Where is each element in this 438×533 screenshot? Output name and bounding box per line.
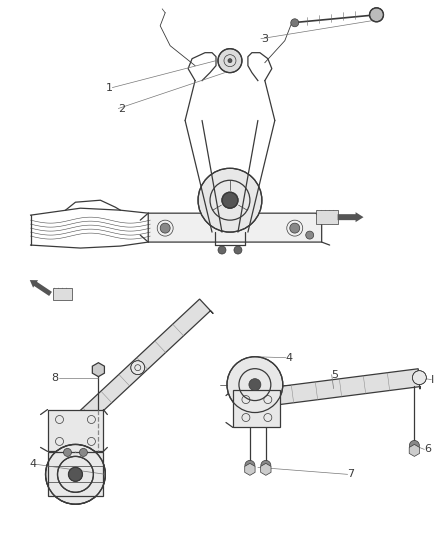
Polygon shape bbox=[48, 409, 103, 451]
Text: I: I bbox=[431, 375, 434, 385]
Circle shape bbox=[218, 49, 242, 72]
Circle shape bbox=[68, 467, 82, 481]
Text: 2: 2 bbox=[118, 103, 125, 114]
Circle shape bbox=[46, 445, 106, 504]
Polygon shape bbox=[261, 463, 271, 475]
Text: 5: 5 bbox=[332, 370, 339, 379]
Circle shape bbox=[198, 168, 262, 232]
Polygon shape bbox=[409, 445, 420, 456]
FancyArrow shape bbox=[30, 280, 52, 296]
Circle shape bbox=[227, 357, 283, 413]
Circle shape bbox=[218, 246, 226, 254]
Polygon shape bbox=[233, 390, 280, 427]
Circle shape bbox=[234, 246, 242, 254]
Text: 1: 1 bbox=[106, 83, 112, 93]
Bar bbox=[53, 288, 72, 300]
Bar bbox=[316, 210, 338, 224]
Text: 7: 7 bbox=[348, 470, 355, 479]
Polygon shape bbox=[245, 463, 255, 475]
Circle shape bbox=[222, 192, 238, 208]
Circle shape bbox=[79, 448, 88, 456]
Circle shape bbox=[410, 440, 419, 450]
Polygon shape bbox=[50, 299, 213, 450]
Text: 3: 3 bbox=[261, 34, 268, 44]
Bar bbox=[48, 453, 103, 496]
Circle shape bbox=[291, 19, 299, 27]
Circle shape bbox=[68, 467, 82, 481]
Circle shape bbox=[370, 8, 384, 22]
FancyArrow shape bbox=[338, 212, 364, 222]
Circle shape bbox=[228, 59, 232, 63]
Polygon shape bbox=[247, 369, 420, 408]
Circle shape bbox=[290, 223, 300, 233]
Text: 6: 6 bbox=[424, 445, 431, 455]
Circle shape bbox=[64, 448, 71, 456]
Circle shape bbox=[306, 231, 314, 239]
Text: 8: 8 bbox=[51, 373, 59, 383]
Polygon shape bbox=[148, 213, 321, 242]
Circle shape bbox=[261, 461, 271, 470]
Circle shape bbox=[245, 461, 255, 470]
Circle shape bbox=[249, 378, 261, 391]
Text: 4: 4 bbox=[29, 459, 37, 470]
Text: 4: 4 bbox=[286, 353, 293, 363]
Polygon shape bbox=[92, 362, 104, 377]
Circle shape bbox=[131, 361, 145, 375]
Circle shape bbox=[413, 370, 426, 385]
Circle shape bbox=[160, 223, 170, 233]
